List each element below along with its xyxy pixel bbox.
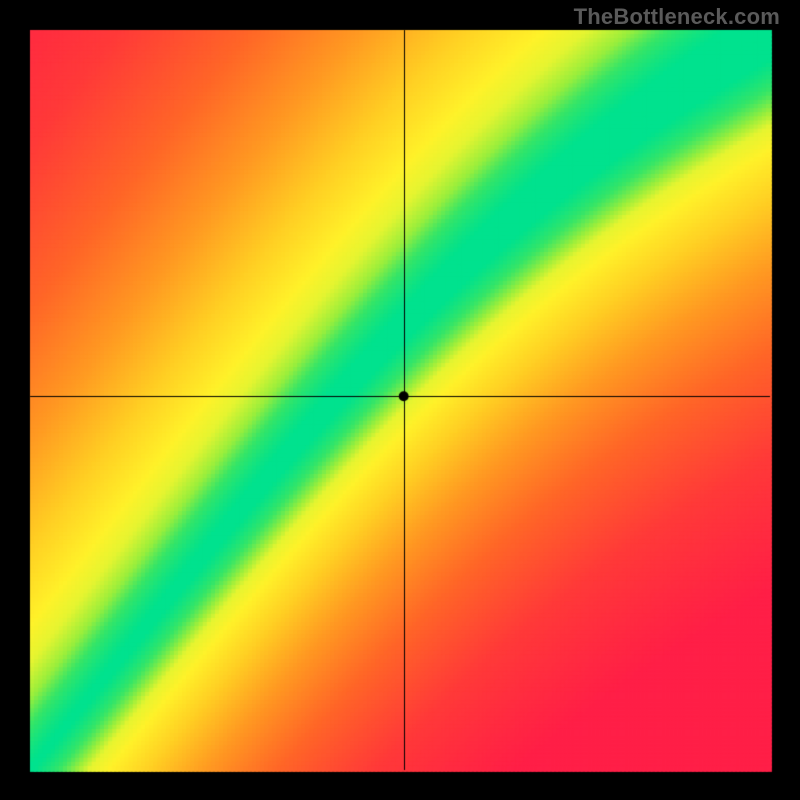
watermark-text: TheBottleneck.com — [574, 4, 780, 30]
heatmap-canvas — [0, 0, 800, 800]
chart-frame: TheBottleneck.com — [0, 0, 800, 800]
